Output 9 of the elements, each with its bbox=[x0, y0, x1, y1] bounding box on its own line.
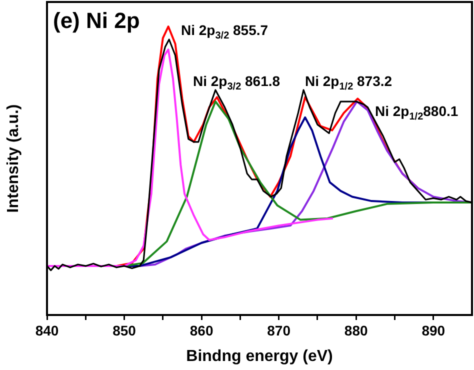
chart-title: (e) Ni 2p bbox=[53, 8, 140, 34]
x-tick-label: 860 bbox=[190, 322, 214, 338]
x-tick-label: 880 bbox=[344, 322, 368, 338]
x-tick-label: 840 bbox=[35, 322, 59, 338]
x-tick-label: 870 bbox=[267, 322, 291, 338]
x-tick-label: 850 bbox=[112, 322, 136, 338]
x-tick-label: 890 bbox=[422, 322, 446, 338]
y-axis-title: Intensity (a.u.) bbox=[5, 104, 22, 213]
x-axis-title: Bindng energy (eV) bbox=[186, 348, 333, 365]
